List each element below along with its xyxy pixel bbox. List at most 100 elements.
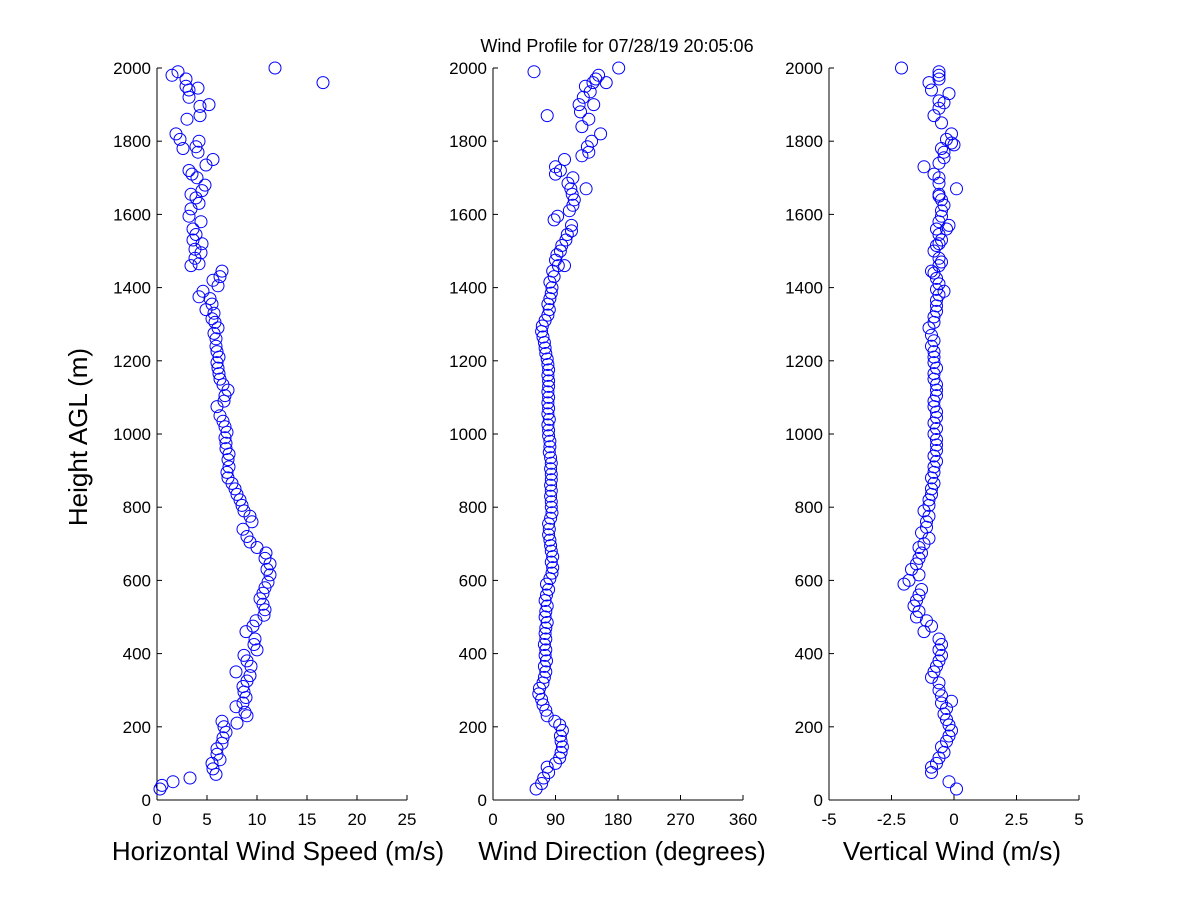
data-point xyxy=(542,363,556,377)
y-tick-label: 2000 xyxy=(113,59,151,78)
x-tick-label: 25 xyxy=(398,810,417,829)
data-point xyxy=(210,345,224,359)
data-point xyxy=(218,420,232,434)
data-point xyxy=(582,112,596,126)
data-point xyxy=(184,202,198,216)
data-point xyxy=(927,356,941,370)
data-point xyxy=(920,614,933,628)
data-point xyxy=(592,68,606,82)
data-point xyxy=(199,158,213,172)
data-point xyxy=(935,255,948,269)
data-point xyxy=(542,423,556,437)
data-point xyxy=(950,782,963,796)
data-point xyxy=(547,213,561,227)
data-point xyxy=(578,79,592,93)
data-point xyxy=(549,160,562,174)
data-point xyxy=(937,151,951,165)
data-point xyxy=(942,218,956,232)
data-point xyxy=(195,237,209,251)
data-point xyxy=(544,484,558,498)
x-tick-label: 2.5 xyxy=(1005,810,1029,829)
y-tick-label: 1800 xyxy=(449,132,487,151)
data-point xyxy=(202,98,216,112)
data-point xyxy=(942,718,956,732)
data-point xyxy=(219,442,233,456)
data-point xyxy=(932,65,946,79)
data-point xyxy=(579,182,593,196)
data-point xyxy=(935,689,948,703)
data-point xyxy=(539,347,553,360)
y-tick-label: 1400 xyxy=(113,279,151,298)
data-point xyxy=(927,367,941,381)
data-point xyxy=(542,412,556,426)
data-point xyxy=(186,222,200,236)
data-point xyxy=(932,632,946,646)
data-point xyxy=(527,65,541,79)
data-point xyxy=(572,98,586,112)
x-tick-label: 15 xyxy=(298,810,317,829)
data-point xyxy=(268,61,282,75)
data-point xyxy=(261,575,275,589)
data-point xyxy=(203,292,217,306)
x-tick-label: 0 xyxy=(152,810,161,829)
data-point xyxy=(536,330,550,344)
data-point xyxy=(932,259,946,273)
data-point xyxy=(930,282,943,296)
data-point xyxy=(540,616,554,629)
data-point xyxy=(542,583,556,596)
data-point xyxy=(566,171,580,185)
y-tick-label: 200 xyxy=(123,718,151,737)
x-tick-label: 20 xyxy=(348,810,367,829)
data-point xyxy=(558,153,571,166)
data-point xyxy=(206,762,220,776)
x-tick-label: 5 xyxy=(1074,810,1083,829)
x-tick-label: 0 xyxy=(949,810,958,829)
data-point xyxy=(212,367,226,381)
x-tick-label: 10 xyxy=(248,810,267,829)
data-point xyxy=(925,328,938,342)
data-point xyxy=(540,760,554,774)
data-point xyxy=(927,109,941,123)
y-tick-label: 1400 xyxy=(785,279,823,298)
data-point xyxy=(230,487,244,501)
data-point xyxy=(587,98,601,112)
data-point xyxy=(209,339,223,353)
data-point xyxy=(544,489,558,503)
data-point xyxy=(540,109,554,123)
data-point xyxy=(248,632,262,646)
data-point xyxy=(915,546,928,560)
data-point xyxy=(549,167,562,181)
data-point xyxy=(221,453,235,467)
y-tick-label: 600 xyxy=(123,571,151,590)
data-point xyxy=(920,515,933,529)
data-point xyxy=(925,83,938,97)
panel-1: 0 200 400 600 800 1000 1200 1400 1600 1800 2000 0 5 1… xyxy=(112,59,444,866)
data-point xyxy=(238,705,252,719)
y-tick-label: 0 xyxy=(478,791,487,810)
data-point xyxy=(565,218,578,232)
data-point xyxy=(544,500,558,514)
data-point xyxy=(538,648,552,662)
data-point xyxy=(927,665,941,679)
y-tick-label: 1600 xyxy=(449,205,487,224)
data-point xyxy=(937,145,951,159)
data-point xyxy=(166,775,180,789)
data-point xyxy=(256,586,270,600)
data-point xyxy=(927,460,941,474)
data-point xyxy=(547,270,561,284)
data-point xyxy=(258,603,272,617)
data-point xyxy=(897,577,911,591)
data-point xyxy=(179,79,193,93)
data-point xyxy=(541,368,555,382)
data-point xyxy=(542,522,556,536)
data-point xyxy=(942,87,956,101)
data-point xyxy=(930,293,943,307)
data-point xyxy=(942,775,956,789)
data-point xyxy=(545,281,559,295)
data-point xyxy=(553,718,567,732)
data-point xyxy=(215,264,229,278)
data-point xyxy=(942,729,956,743)
data-point xyxy=(532,687,546,701)
data-point xyxy=(542,374,556,388)
